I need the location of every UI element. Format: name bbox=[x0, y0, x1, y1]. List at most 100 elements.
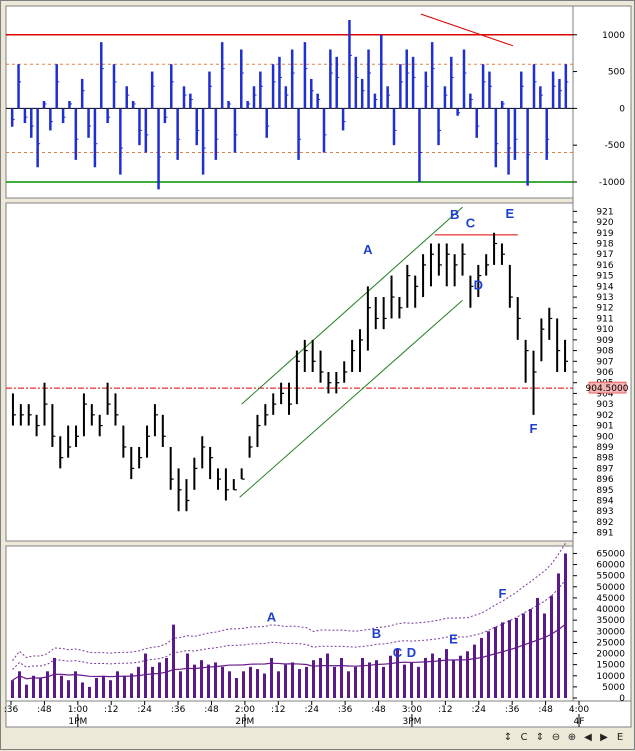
volume-y-tick-label: 25000 bbox=[596, 638, 625, 648]
volume-bar bbox=[46, 671, 49, 698]
price-annotation: D bbox=[474, 278, 483, 293]
volume-bar bbox=[515, 617, 518, 698]
volume-bar bbox=[298, 669, 301, 698]
move-icon[interactable]: ↕ bbox=[503, 732, 513, 743]
price-annotation: B bbox=[450, 207, 459, 222]
volume-bar bbox=[424, 657, 427, 698]
volume-bar bbox=[501, 622, 504, 698]
volume-bar bbox=[326, 653, 329, 698]
current-price-badge bbox=[588, 381, 627, 394]
volume-bar bbox=[109, 680, 112, 698]
volume-bar bbox=[144, 653, 147, 698]
volume-bar bbox=[67, 680, 70, 698]
price-y-tick-label: 914 bbox=[596, 282, 613, 292]
volume-bar bbox=[74, 671, 77, 698]
volume-bar bbox=[452, 660, 455, 698]
volume-bar bbox=[564, 553, 567, 698]
volume-annotation: C bbox=[393, 645, 403, 660]
price-y-tick-label: 921 bbox=[596, 207, 613, 217]
price-y-tick-label: 907 bbox=[596, 357, 613, 367]
price-y-tick-label: 906 bbox=[596, 368, 613, 378]
volume-bar bbox=[550, 595, 553, 698]
time-tick-label: :48 bbox=[371, 705, 386, 715]
volume-bar bbox=[214, 662, 217, 698]
scroll-right-icon[interactable]: ▶ bbox=[600, 732, 608, 743]
volume-annotation: A bbox=[267, 609, 277, 624]
volume-bar bbox=[277, 671, 280, 698]
osc-trend-line bbox=[420, 13, 514, 47]
session-label: 3PM bbox=[402, 717, 421, 727]
volume-bar bbox=[438, 657, 441, 698]
volume-bar bbox=[333, 666, 336, 698]
price-y-tick-label: 912 bbox=[596, 304, 613, 314]
volume-bar bbox=[102, 675, 105, 698]
volume-bar bbox=[487, 631, 490, 698]
price-y-tick-label: 913 bbox=[596, 293, 613, 303]
price-y-tick-label: 895 bbox=[596, 486, 613, 496]
volume-bar bbox=[151, 666, 154, 698]
time-tick-label: :12 bbox=[438, 705, 452, 715]
volume-bar bbox=[53, 657, 56, 698]
volume-bar bbox=[375, 660, 378, 698]
volume-annotation: F bbox=[499, 586, 507, 601]
volume-bar bbox=[445, 649, 448, 698]
volume-bar bbox=[11, 680, 14, 698]
time-tick-label: 2:00 bbox=[235, 705, 255, 715]
volume-bar bbox=[403, 664, 406, 698]
osc-y-tick-label: -1000 bbox=[599, 178, 625, 188]
volume-annotation: D bbox=[407, 645, 416, 660]
volume-bar bbox=[473, 644, 476, 698]
scale-icon[interactable]: ⇕ bbox=[535, 732, 545, 743]
price-annotation: A bbox=[363, 242, 373, 257]
time-tick-label: :24 bbox=[472, 705, 487, 715]
center-icon[interactable]: C bbox=[520, 732, 528, 743]
session-label: 1PM bbox=[68, 717, 87, 727]
osc-y-tick-label: 1000 bbox=[602, 31, 625, 41]
volume-bar bbox=[389, 655, 392, 698]
end-icon[interactable]: E bbox=[616, 732, 624, 743]
price-y-tick-label: 902 bbox=[596, 411, 613, 421]
time-tick-label: 3:00 bbox=[402, 705, 422, 715]
volume-y-tick-label: 30000 bbox=[596, 627, 625, 637]
volume-bar bbox=[81, 682, 84, 698]
volume-y-tick-label: 50000 bbox=[596, 583, 625, 593]
volume-bar bbox=[508, 620, 511, 698]
time-tick-label: :36 bbox=[338, 705, 353, 715]
volume-annotation: B bbox=[372, 626, 381, 641]
volume-bar bbox=[347, 671, 350, 698]
volume-bar bbox=[165, 657, 168, 698]
time-axis-area bbox=[5, 700, 632, 728]
chart-toolbar: ↕ C ⇕ ⊖ ⊕ ◀ ▶ E bbox=[501, 729, 627, 747]
volume-bar bbox=[354, 666, 357, 698]
price-y-tick-label: 900 bbox=[596, 432, 613, 442]
volume-bar bbox=[319, 657, 322, 698]
volume-bar bbox=[39, 677, 42, 698]
time-tick-label: :12 bbox=[271, 705, 285, 715]
zoom-in-icon[interactable]: ⊕ bbox=[567, 732, 577, 743]
scroll-left-icon[interactable]: ◀ bbox=[584, 732, 592, 743]
price-y-tick-label: 894 bbox=[596, 497, 613, 507]
volume-bar bbox=[228, 671, 231, 698]
volume-bar bbox=[32, 675, 35, 698]
volume-annotation: E bbox=[449, 632, 458, 647]
volume-bar bbox=[207, 664, 210, 698]
osc-y-tick-label: -500 bbox=[605, 141, 626, 151]
price-annotation: C bbox=[466, 215, 476, 230]
volume-y-tick-label: 60000 bbox=[596, 561, 625, 571]
volume-bar bbox=[221, 666, 224, 698]
volume-bar bbox=[88, 686, 91, 698]
volume-bar bbox=[235, 677, 238, 698]
volume-y-tick-label: 15000 bbox=[596, 661, 625, 671]
volume-bar bbox=[249, 666, 252, 698]
volume-y-tick-label: 5000 bbox=[602, 683, 625, 693]
volume-bar bbox=[529, 609, 532, 698]
volume-bar bbox=[557, 573, 560, 698]
volume-bar bbox=[130, 673, 133, 698]
price-y-tick-label: 920 bbox=[596, 218, 613, 228]
zoom-out-icon[interactable]: ⊖ bbox=[551, 732, 561, 743]
volume-y-tick-label: 45000 bbox=[596, 594, 625, 604]
time-tick-label: :12 bbox=[104, 705, 118, 715]
price-annotation: E bbox=[506, 206, 515, 221]
price-y-tick-label: 909 bbox=[596, 336, 613, 346]
volume-bar bbox=[25, 684, 28, 698]
